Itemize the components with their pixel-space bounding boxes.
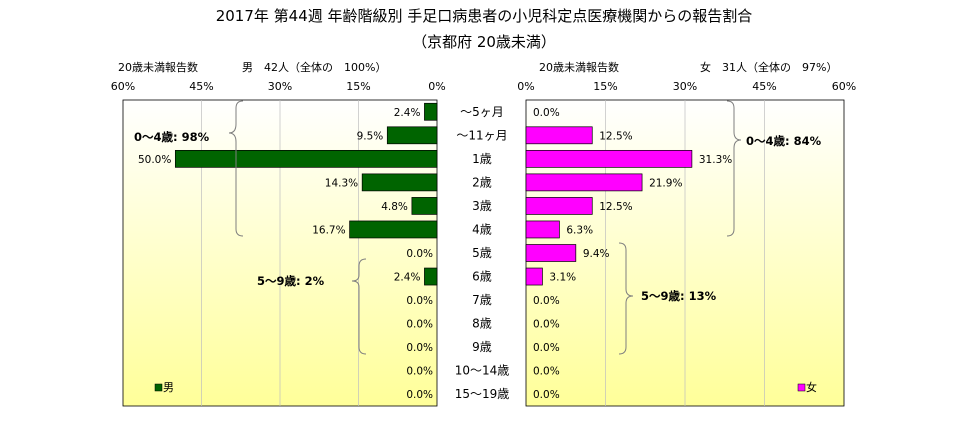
male-x-tick-label: 60%	[111, 80, 135, 93]
female-bar	[525, 220, 560, 239]
female-data-label: 31.3%	[699, 154, 732, 166]
category-label: 1歳	[472, 152, 492, 166]
female-x-tick-label: 60%	[832, 80, 856, 93]
male-bar	[361, 173, 438, 192]
male-data-label: 14.3%	[325, 177, 358, 189]
male-x-tick-label: 30%	[268, 80, 292, 93]
male-legend-label: 男	[163, 381, 174, 394]
male-data-label: 2.4%	[394, 272, 421, 284]
category-label: ～5ヶ月	[460, 105, 504, 119]
female-data-label: 12.5%	[599, 130, 632, 142]
female-brace-0-4	[726, 100, 742, 237]
female-data-label: 6.3%	[566, 224, 593, 236]
female-data-label: 12.5%	[599, 201, 632, 213]
male-x-tick-label: 15%	[346, 80, 370, 93]
female-x-tick-label: 0%	[517, 80, 534, 93]
female-x-tick-label: 15%	[593, 80, 617, 93]
male-x-tick-label: 45%	[189, 80, 213, 93]
female-data-label: 0.0%	[533, 342, 560, 354]
category-label: 6歳	[472, 270, 492, 284]
female-bar	[525, 149, 693, 168]
male-bar	[411, 197, 438, 215]
female-data-label: 0.0%	[533, 366, 560, 378]
category-label: 8歳	[472, 317, 492, 331]
male-x-tick-label: 0%	[428, 80, 445, 93]
male-group-label-5-9: 5～9歳: 2%	[257, 274, 325, 288]
female-data-label: 0.0%	[533, 389, 560, 401]
male-data-label: 50.0%	[138, 154, 171, 166]
female-legend-label: 女	[806, 380, 817, 394]
male-summary: 男 42人（全体の 100%）	[242, 60, 386, 74]
male-data-label: 4.8%	[381, 201, 408, 213]
female-brace-5-9	[618, 242, 634, 355]
female-data-label: 9.4%	[583, 248, 610, 260]
male-bar	[424, 102, 438, 121]
female-data-label: 21.9%	[649, 177, 682, 189]
male-data-label: 16.7%	[312, 224, 345, 236]
male-brace-5-9	[351, 258, 367, 355]
male-data-label: 9.5%	[357, 130, 384, 142]
male-data-label: 0.0%	[406, 248, 433, 260]
male-data-label: 0.0%	[406, 342, 433, 354]
male-bar	[386, 126, 438, 145]
category-label: 9歳	[472, 340, 492, 354]
male-legend-swatch	[154, 383, 163, 392]
male-data-label: 0.0%	[406, 389, 433, 401]
female-axis-caption: 20歳未満報告数	[539, 61, 619, 74]
category-label: 4歳	[472, 222, 492, 236]
category-label: 5歳	[472, 246, 492, 260]
female-bar	[525, 126, 593, 145]
female-x-tick-label: 45%	[752, 80, 776, 93]
category-label: 15～19歳	[455, 387, 510, 401]
category-label: 10～14歳	[455, 364, 510, 378]
male-axis-caption: 20歳未満報告数	[118, 61, 198, 74]
male-brace-0-4	[228, 100, 244, 237]
male-data-label: 0.0%	[406, 366, 433, 378]
category-label: 7歳	[472, 293, 492, 307]
male-data-label: 0.0%	[406, 319, 433, 331]
male-bar	[174, 149, 438, 168]
chart-subtitle: （京都府 20歳未満）	[412, 33, 556, 51]
category-label: 3歳	[472, 199, 492, 213]
female-bar	[525, 244, 577, 262]
female-bar	[525, 267, 543, 286]
category-label: 2歳	[472, 175, 492, 189]
female-data-label: 0.0%	[533, 107, 560, 119]
male-bar	[349, 220, 438, 239]
male-data-label: 0.0%	[406, 295, 433, 307]
female-legend-swatch	[797, 383, 806, 392]
female-bar	[525, 173, 643, 192]
female-data-label: 0.0%	[533, 319, 560, 331]
male-bar	[424, 267, 438, 286]
chart-title: 2017年 第44週 年齢階級別 手足口病患者の小児科定点医療機関からの報告割合	[216, 7, 753, 25]
female-x-tick-label: 30%	[673, 80, 697, 93]
male-group-label-0-4: 0～4歳: 98%	[134, 130, 210, 144]
female-data-label: 0.0%	[533, 295, 560, 307]
female-group-label-5-9: 5～9歳: 13%	[641, 289, 717, 303]
female-group-label-0-4: 0～4歳: 84%	[746, 134, 822, 148]
male-data-label: 2.4%	[394, 107, 421, 119]
female-data-label: 3.1%	[549, 272, 576, 284]
female-summary: 女 31人（全体の 97%）	[700, 60, 837, 74]
female-bar	[525, 197, 593, 215]
category-label: ～11ヶ月	[456, 128, 507, 142]
